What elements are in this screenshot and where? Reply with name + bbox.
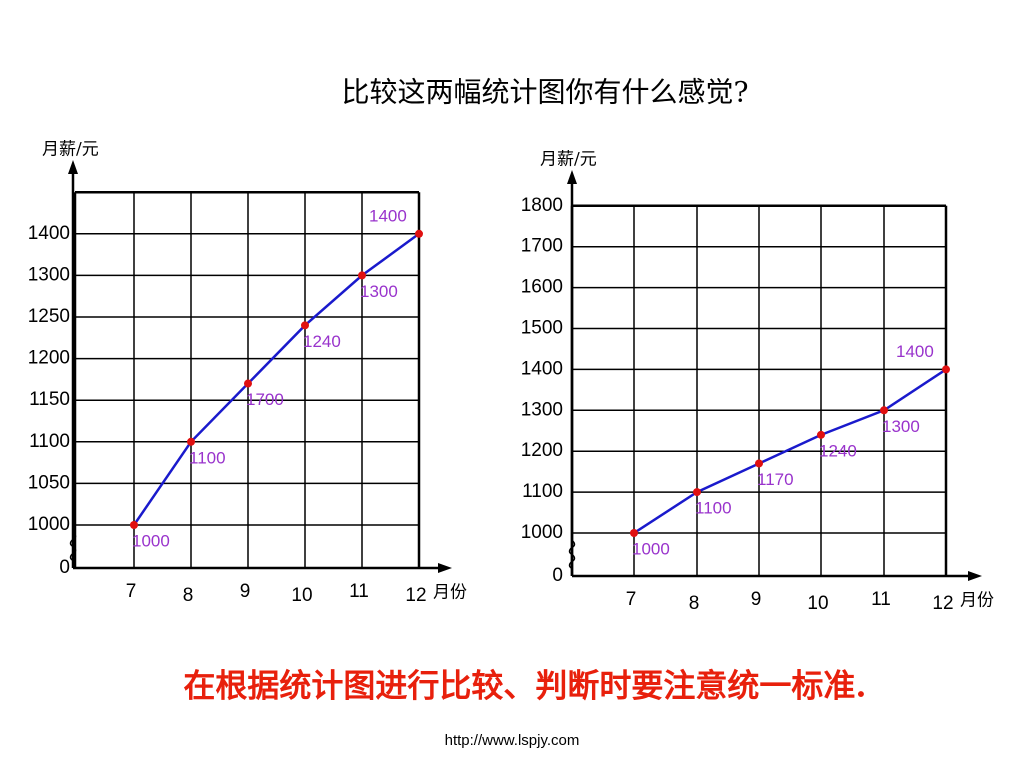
- y-axis-label: 月薪/元: [540, 150, 597, 170]
- y-tick-label: 1700: [521, 236, 563, 257]
- axis-break: [568, 539, 576, 570]
- y-tick-label: 1800: [521, 195, 563, 216]
- y-tick-label: 1250: [28, 306, 70, 327]
- y-axis-arrow: [567, 170, 577, 184]
- data-point: [880, 406, 888, 415]
- y-tick-label: 1200: [521, 440, 563, 461]
- y-tick-label: 1300: [521, 399, 563, 420]
- x-axis-label: 月份: [960, 591, 994, 611]
- point-label: 1400: [369, 206, 407, 225]
- data-point: [630, 529, 638, 537]
- x-tick-label: 8: [689, 593, 700, 614]
- x-axis-arrow: [438, 563, 452, 573]
- point-label: 1300: [360, 282, 398, 301]
- data-point: [130, 521, 138, 529]
- x-axis-label: 月份: [433, 583, 467, 603]
- point-label: 1300: [882, 417, 920, 436]
- x-axis-arrow: [968, 571, 982, 581]
- data-point: [301, 321, 309, 330]
- point-label: 1100: [189, 448, 226, 467]
- y-tick-label: 0: [552, 565, 563, 586]
- data-point: [244, 379, 252, 388]
- x-tick-label: 9: [240, 581, 251, 602]
- x-tick-label: 10: [807, 593, 828, 614]
- data-point: [358, 271, 366, 280]
- x-tick-label: 9: [751, 589, 762, 610]
- point-label: 1100: [695, 499, 732, 518]
- point-label: 1400: [896, 342, 934, 361]
- point-label: 1240: [819, 441, 857, 460]
- y-tick-label: 1100: [29, 431, 70, 452]
- y-tick-label: 1300: [28, 264, 70, 285]
- y-axis-arrow: [68, 160, 78, 174]
- data-point: [187, 437, 195, 446]
- y-tick-label: 1150: [29, 389, 70, 410]
- y-tick-label: 1500: [521, 318, 563, 339]
- x-tick-label: 7: [126, 581, 137, 602]
- y-tick-label: 1600: [521, 277, 563, 298]
- y-tick-label: 1050: [28, 472, 70, 493]
- data-point: [693, 488, 701, 497]
- point-label: 1170: [757, 470, 794, 489]
- data-line: [633, 368, 947, 535]
- data-line: [132, 232, 420, 526]
- point-label: 1700: [246, 390, 284, 409]
- y-tick-label: 1000: [521, 522, 563, 543]
- x-tick-label: 11: [349, 581, 369, 602]
- axis-break: [69, 531, 77, 562]
- x-tick-label: 7: [626, 589, 637, 610]
- y-tick-label: 0: [59, 557, 70, 578]
- point-label: 1000: [632, 539, 670, 558]
- y-tick-label: 1000: [28, 514, 70, 535]
- footer-url: http://www.lspjy.com: [445, 732, 580, 749]
- point-label: 1000: [132, 531, 170, 550]
- y-tick-label: 1400: [28, 223, 70, 244]
- x-tick-label: 11: [871, 589, 891, 610]
- y-axis-label: 月薪/元: [42, 140, 99, 160]
- x-tick-label: 12: [932, 593, 953, 614]
- slide-title: 比较这两幅统计图你有什么感觉?: [341, 76, 748, 109]
- y-tick-label: 1200: [28, 348, 70, 369]
- point-label: 1240: [303, 332, 341, 351]
- data-point: [942, 365, 950, 374]
- data-point: [415, 229, 423, 238]
- data-point: [755, 459, 763, 468]
- data-point: [817, 430, 825, 439]
- x-tick-label: 10: [291, 585, 312, 606]
- y-tick-label: 1100: [522, 481, 563, 502]
- x-tick-label: 8: [183, 585, 194, 606]
- x-tick-label: 12: [405, 585, 426, 606]
- conclusion-note: 在根据统计图进行比较、判断时要注意统一标准.: [183, 667, 866, 705]
- y-tick-label: 1400: [521, 358, 563, 379]
